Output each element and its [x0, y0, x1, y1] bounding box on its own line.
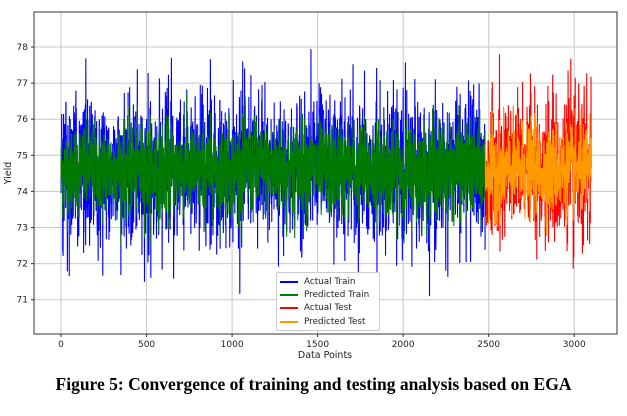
x-tick-label: 3000 — [563, 340, 586, 350]
legend-item: Actual Train — [280, 275, 376, 288]
y-tick-label: 76 — [17, 115, 29, 125]
legend-item: Predicted Train — [280, 288, 376, 301]
y-tick-label: 77 — [17, 79, 28, 89]
x-tick-label: 500 — [138, 340, 155, 350]
series-line-predicted-train — [60, 92, 486, 246]
legend-item: Actual Test — [280, 302, 376, 315]
legend-swatch — [280, 320, 298, 323]
plot-frame — [33, 11, 618, 335]
y-axis-label: Yield — [3, 162, 14, 186]
legend-swatch — [280, 293, 298, 296]
y-tick-label: 73 — [17, 224, 28, 234]
y-tick-label: 72 — [17, 260, 28, 270]
x-tick-label: 1000 — [221, 340, 244, 350]
x-tick-label: 2000 — [392, 340, 415, 350]
y-tick-label: 78 — [17, 43, 29, 53]
legend-swatch — [280, 307, 298, 310]
chart: 0 500 1000 1500 2000 2500 3000 71 72 73 74 75 76 77 78… — [3, 11, 618, 361]
legend-swatch — [280, 280, 298, 283]
x-tick-label: 1500 — [306, 340, 329, 350]
x-tick-label: 2500 — [477, 340, 500, 350]
legend-label: Predicted Train — [304, 289, 370, 300]
legend: Actual Train Predicted Train Actual Test Pr… — [276, 272, 380, 332]
legend-label: Actual Test — [304, 303, 352, 314]
legend-item: Predicted Test — [280, 315, 376, 328]
legend-label: Predicted Test — [304, 316, 366, 327]
series-line-predicted-test — [484, 105, 592, 235]
y-tick-label: 74 — [17, 187, 29, 197]
x-tick-label: 0 — [58, 340, 64, 350]
series-group — [60, 49, 592, 297]
y-tick-label: 75 — [17, 151, 28, 161]
x-axis-label: Data Points — [298, 350, 352, 361]
legend-label: Actual Train — [304, 276, 356, 287]
y-tick-label: 71 — [17, 296, 28, 306]
figure-caption: Figure 5: Convergence of training and te… — [55, 374, 572, 394]
ticks: 0 500 1000 1500 2000 2500 3000 71 72 73 74 75 76 77 78 — [17, 43, 586, 350]
